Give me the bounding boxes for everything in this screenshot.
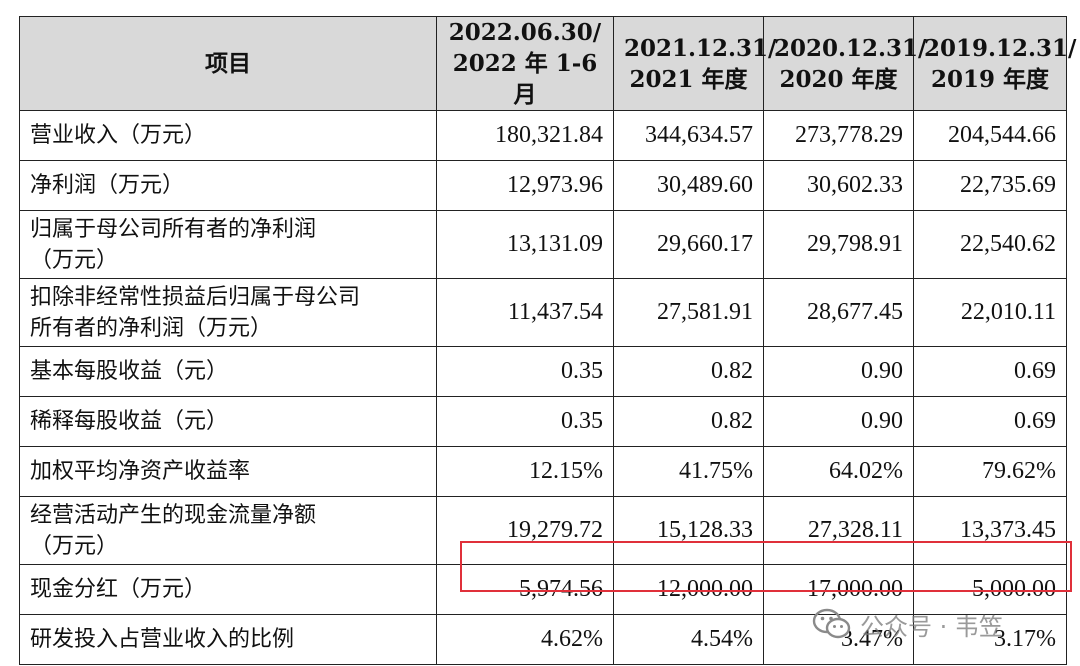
cell-value: 204,544.66 [913, 110, 1067, 161]
table-row: 营业收入（万元） 180,321.84 344,634.57 273,778.2… [19, 110, 1067, 161]
table-row: 净利润（万元） 12,973.96 30,489.60 30,602.33 22… [19, 160, 1067, 211]
header-2020: 2020.12.31/ 2020 年度 [763, 16, 926, 111]
row-label: 净利润（万元） [19, 160, 437, 211]
cell-value: 41.75% [613, 446, 764, 497]
cell-value: 0.69 [913, 346, 1067, 397]
table-row: 加权平均净资产收益率 12.15% 41.75% 64.02% 79.62% [19, 446, 1067, 497]
table-row: 经营活动产生的现金流量净额 （万元） 19,279.72 15,128.33 2… [19, 496, 1067, 565]
cell-value: 180,321.84 [436, 110, 614, 161]
header-2019-text: 2019.12.31/ 2019 年度 [924, 34, 1077, 93]
row-label: 扣除非经常性损益后归属于母公司 所有者的净利润（万元） [19, 278, 437, 347]
header-2021-text: 2021.12.31/ 2021 年度 [624, 34, 777, 93]
cell-value: 0.69 [913, 396, 1067, 447]
cell-value: 3.17% [913, 614, 1067, 665]
cell-value: 30,489.60 [613, 160, 764, 211]
table-row: 稀释每股收益（元） 0.35 0.82 0.90 0.69 [19, 396, 1067, 447]
cell-value: 30,602.33 [763, 160, 914, 211]
header-2021: 2021.12.31/ 2021 年度 [613, 16, 776, 111]
cell-value: 27,581.91 [613, 278, 764, 347]
cell-value: 0.90 [763, 346, 914, 397]
cell-value: 13,131.09 [436, 210, 614, 279]
cell-value: 0.82 [613, 396, 764, 447]
row-label: 现金分红（万元） [19, 564, 437, 615]
row-label: 研发投入占营业收入的比例 [19, 614, 437, 665]
cell-value: 0.35 [436, 346, 614, 397]
header-2022h1: 2022.06.30/ 2022 年 1-6 月 [436, 16, 614, 111]
cell-value: 4.62% [436, 614, 614, 665]
cell-value: 19,279.72 [436, 496, 614, 565]
table-header-row: 项目 2022.06.30/ 2022 年 1-6 月 2021.12.31/ … [19, 16, 1076, 111]
row-label: 稀释每股收益（元） [19, 396, 437, 447]
cell-value: 79.62% [913, 446, 1067, 497]
header-2019: 2019.12.31/ 2019 年度 [913, 16, 1076, 111]
row-label: 基本每股收益（元） [19, 346, 437, 397]
financial-table: 项目 2022.06.30/ 2022 年 1-6 月 2021.12.31/ … [19, 16, 1076, 665]
cell-value: 28,677.45 [763, 278, 914, 347]
header-2020-text: 2020.12.31/ 2020 年度 [774, 34, 927, 93]
row-label: 归属于母公司所有者的净利润 （万元） [19, 210, 437, 279]
table-row: 归属于母公司所有者的净利润 （万元） 13,131.09 29,660.17 2… [19, 210, 1067, 279]
cell-value: 64.02% [763, 446, 914, 497]
row-label: 营业收入（万元） [19, 110, 437, 161]
row-label: 经营活动产生的现金流量净额 （万元） [19, 496, 437, 565]
cell-value: 273,778.29 [763, 110, 914, 161]
wechat-icon [812, 608, 851, 639]
cell-value: 22,540.62 [913, 210, 1067, 279]
cell-value: 344,634.57 [613, 110, 764, 161]
cell-value: 29,798.91 [763, 210, 914, 279]
table-row: 扣除非经常性损益后归属于母公司 所有者的净利润（万元） 11,437.54 27… [19, 278, 1067, 347]
watermark: 公众号 · 韦笠 [812, 602, 1003, 646]
table-row: 基本每股收益（元） 0.35 0.82 0.90 0.69 [19, 346, 1067, 397]
cell-value: 12,973.96 [436, 160, 614, 211]
cell-value: 5,974.56 [436, 564, 614, 615]
cell-value: 11,437.54 [436, 278, 614, 347]
cell-value: 0.82 [613, 346, 764, 397]
cell-value: 27,328.11 [763, 496, 914, 565]
cell-value: 29,660.17 [613, 210, 764, 279]
cell-value: 22,010.11 [913, 278, 1067, 347]
cell-value: 13,373.45 [913, 496, 1067, 565]
cell-value: 12,000.00 [613, 564, 764, 615]
cell-value: 22,735.69 [913, 160, 1067, 211]
header-item: 项目 [19, 16, 437, 111]
header-2022h1-text: 2022.06.30/ 2022 年 1-6 月 [448, 19, 602, 108]
cell-value: 4.54% [613, 614, 764, 665]
cell-value: 0.35 [436, 396, 614, 447]
cell-value: 15,128.33 [613, 496, 764, 565]
row-label: 加权平均净资产收益率 [19, 446, 437, 497]
cell-value: 12.15% [436, 446, 614, 497]
cell-value: 0.90 [763, 396, 914, 447]
watermark-text: 公众号 · 韦笠 [860, 612, 1003, 641]
